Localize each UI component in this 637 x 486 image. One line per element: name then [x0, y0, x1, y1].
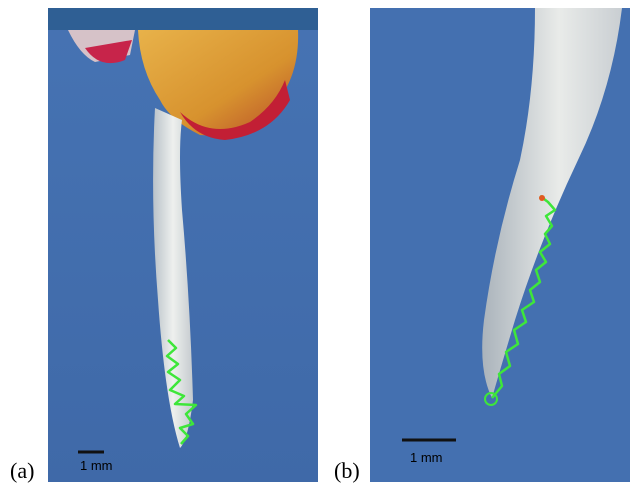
panel-label: (a): [10, 458, 34, 483]
start-marker: [539, 195, 545, 201]
panel-a: 1 mm (a): [10, 8, 318, 483]
panel-b: 1 mm (b): [334, 8, 630, 483]
scale-label: 1 mm: [410, 450, 443, 465]
panel-label: (b): [334, 458, 360, 483]
page: {"panels": [ {"label": "(a)", "scale_bar…: [0, 0, 637, 486]
top-band: [48, 8, 318, 30]
figure: 1 mm (a) 1 mm (b): [0, 0, 637, 486]
scale-label: 1 mm: [80, 458, 113, 473]
